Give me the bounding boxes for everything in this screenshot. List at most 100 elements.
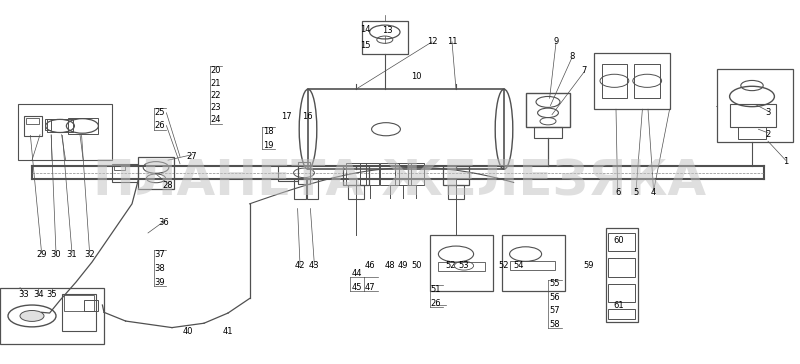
- Text: 8: 8: [570, 52, 574, 61]
- Text: 12: 12: [426, 37, 438, 46]
- Text: 54: 54: [513, 261, 524, 270]
- Circle shape: [20, 310, 44, 321]
- Text: 33: 33: [18, 290, 30, 299]
- Text: 30: 30: [50, 250, 62, 259]
- Text: 5: 5: [634, 189, 638, 197]
- Text: 14: 14: [360, 25, 371, 33]
- Text: 36: 36: [158, 218, 170, 226]
- Text: 31: 31: [66, 250, 78, 259]
- Text: 29: 29: [36, 250, 47, 259]
- Bar: [24, 116, 42, 136]
- Text: 24: 24: [210, 115, 222, 124]
- Text: 51: 51: [430, 285, 442, 294]
- Bar: [362, 21, 408, 54]
- Bar: [608, 258, 635, 277]
- Text: 18: 18: [263, 127, 274, 135]
- Bar: [26, 118, 39, 124]
- Text: 16: 16: [302, 112, 313, 121]
- Bar: [114, 166, 125, 170]
- Text: 3: 3: [766, 108, 770, 117]
- Bar: [526, 93, 570, 127]
- Bar: [84, 300, 98, 311]
- Text: 17: 17: [281, 112, 292, 121]
- Bar: [380, 163, 399, 185]
- Text: 42: 42: [294, 261, 306, 270]
- Bar: [730, 104, 776, 127]
- Text: 20: 20: [210, 67, 222, 75]
- Text: 26: 26: [430, 299, 442, 308]
- Text: 55: 55: [549, 280, 560, 288]
- Text: 13: 13: [382, 27, 393, 35]
- Text: 26: 26: [154, 121, 166, 130]
- Bar: [608, 284, 635, 302]
- Bar: [68, 118, 98, 134]
- Bar: [348, 185, 364, 199]
- Text: 46: 46: [365, 261, 376, 270]
- Text: 52: 52: [498, 261, 510, 270]
- Text: 4: 4: [651, 189, 656, 197]
- Text: 27: 27: [186, 152, 198, 161]
- Text: 48: 48: [384, 261, 395, 270]
- Bar: [64, 295, 94, 311]
- Bar: [307, 179, 318, 199]
- Text: 53: 53: [458, 261, 470, 270]
- Text: 9: 9: [554, 37, 558, 46]
- Bar: [443, 166, 469, 185]
- Bar: [602, 64, 627, 98]
- Bar: [448, 185, 464, 199]
- Text: 22: 22: [210, 91, 222, 100]
- Text: 35: 35: [46, 290, 58, 299]
- Bar: [438, 262, 485, 271]
- Text: 50: 50: [411, 261, 422, 270]
- Text: 11: 11: [446, 37, 458, 46]
- Text: 7: 7: [582, 67, 586, 75]
- Bar: [608, 233, 635, 251]
- Bar: [430, 235, 493, 291]
- Bar: [47, 119, 73, 132]
- Text: 10: 10: [410, 72, 422, 81]
- Text: 2: 2: [766, 130, 770, 139]
- Bar: [308, 89, 504, 169]
- Text: 59: 59: [583, 261, 594, 270]
- Text: 61: 61: [613, 301, 624, 310]
- Bar: [408, 163, 424, 185]
- Bar: [395, 163, 411, 185]
- Bar: [608, 309, 635, 318]
- Text: 40: 40: [182, 327, 194, 336]
- Bar: [534, 127, 562, 138]
- Bar: [717, 69, 793, 142]
- Text: 45: 45: [351, 283, 362, 292]
- Text: 15: 15: [360, 41, 371, 50]
- Bar: [634, 64, 660, 98]
- Text: 57: 57: [549, 306, 560, 315]
- Bar: [502, 235, 565, 291]
- Text: 58: 58: [549, 320, 560, 329]
- Bar: [278, 165, 298, 181]
- Bar: [112, 164, 138, 182]
- Text: 19: 19: [263, 141, 274, 150]
- Text: 44: 44: [351, 269, 362, 278]
- Bar: [294, 179, 306, 199]
- Bar: [62, 294, 96, 331]
- Text: 25: 25: [154, 108, 166, 117]
- Text: 43: 43: [309, 261, 320, 270]
- Text: 38: 38: [154, 264, 166, 273]
- Text: 6: 6: [615, 189, 620, 197]
- Bar: [606, 228, 638, 322]
- Text: 21: 21: [210, 79, 222, 88]
- Text: 28: 28: [162, 181, 174, 190]
- Text: 49: 49: [398, 261, 409, 270]
- Text: 34: 34: [33, 290, 44, 299]
- Bar: [343, 166, 369, 185]
- Bar: [45, 119, 51, 130]
- Text: 56: 56: [549, 293, 560, 302]
- Bar: [18, 104, 112, 160]
- Text: ПЛАНЕТА ЖЕЛЕЗЯКА: ПЛАНЕТА ЖЕЛЕЗЯКА: [94, 158, 706, 206]
- Bar: [738, 127, 766, 139]
- Bar: [360, 163, 379, 185]
- Bar: [346, 163, 366, 185]
- Text: 52: 52: [445, 261, 456, 270]
- Text: 39: 39: [154, 278, 166, 287]
- Text: 23: 23: [210, 103, 222, 112]
- Text: 37: 37: [154, 250, 166, 259]
